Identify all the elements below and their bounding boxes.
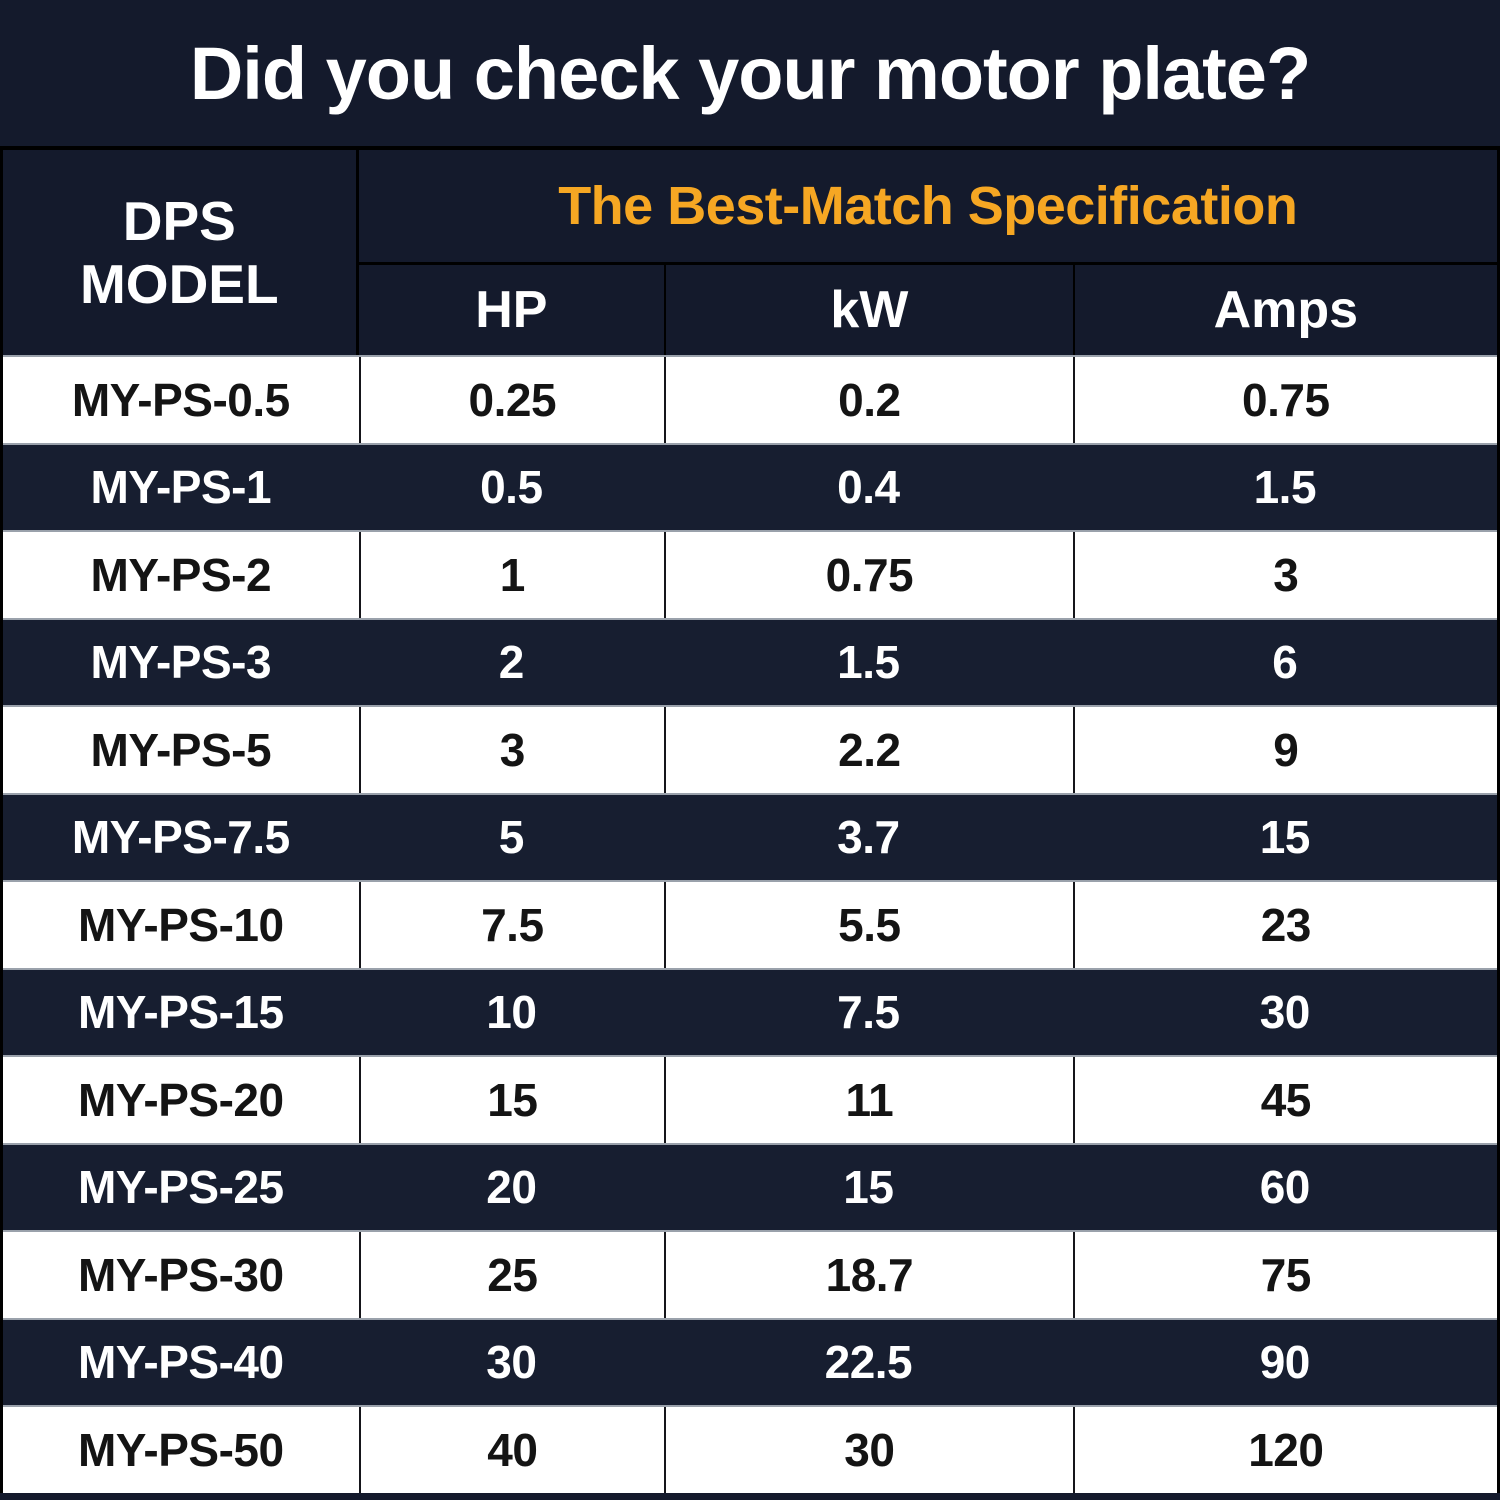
title-band: Did you check your motor plate? bbox=[0, 0, 1500, 150]
spec-value-cell: 3 bbox=[1072, 532, 1497, 618]
spec-value-cell: 1.5 bbox=[837, 636, 900, 689]
spec-value-cell: 0.4 bbox=[837, 461, 900, 514]
spec-value-cell: 22.5 bbox=[824, 1336, 913, 1389]
table-row: MY-PS-50 40 30 120 bbox=[3, 1405, 1497, 1493]
model-cell: MY-PS-10 bbox=[77, 898, 284, 951]
spec-value-cell: 45 bbox=[1072, 1057, 1497, 1143]
model-cell: MY-PS-3 bbox=[90, 636, 272, 689]
spec-value-cell: 75 bbox=[1072, 1232, 1497, 1318]
spec-value-cell: 30 bbox=[664, 1407, 1073, 1493]
column-header-amps: Amps bbox=[1072, 265, 1497, 355]
spec-value-cell: 7.5 bbox=[358, 882, 665, 968]
spec-value-cell: 40 bbox=[358, 1407, 665, 1493]
column-header-kw: kW bbox=[664, 265, 1073, 355]
model-cell: MY-PS-50 bbox=[77, 1423, 284, 1476]
spec-value-cell: 7.5 bbox=[837, 986, 900, 1039]
group-header-best-match-specification: The Best-Match Specification bbox=[358, 150, 1497, 265]
table-row: MY-PS-1 0.5 0.4 1.5 bbox=[3, 442, 1497, 530]
spec-value-cell: 30 bbox=[486, 1336, 537, 1389]
spec-value-cell: 0.25 bbox=[358, 357, 665, 443]
spec-value-cell: 2 bbox=[498, 636, 525, 689]
column-header-hp: HP bbox=[475, 281, 548, 339]
page-title: Did you check your motor plate? bbox=[189, 31, 1311, 115]
table-row: MY-PS-25 20 15 60 bbox=[3, 1142, 1497, 1230]
spec-value-cell: 10 bbox=[486, 986, 537, 1039]
table-row: MY-PS-0.5 0.25 0.2 0.75 bbox=[3, 355, 1497, 443]
spec-value-cell: 90 bbox=[1259, 1336, 1311, 1389]
spec-value-cell: 15 bbox=[843, 1161, 894, 1214]
model-cell: MY-PS-25 bbox=[77, 1161, 284, 1214]
model-cell: MY-PS-0.5 bbox=[71, 373, 290, 426]
model-cell: MY-PS-30 bbox=[77, 1248, 284, 1301]
table-row: MY-PS-10 7.5 5.5 23 bbox=[3, 880, 1497, 968]
table-row: MY-PS-5 3 2.2 9 bbox=[3, 705, 1497, 793]
spec-value-cell: 60 bbox=[1259, 1161, 1311, 1214]
model-cell: MY-PS-5 bbox=[90, 723, 272, 776]
spec-value-cell: 0.5 bbox=[480, 461, 543, 514]
table-row: MY-PS-15 10 7.5 30 bbox=[3, 967, 1497, 1055]
spec-value-cell: 9 bbox=[1072, 707, 1497, 793]
table-row: MY-PS-2 1 0.75 3 bbox=[3, 530, 1497, 618]
spec-value-cell: 5 bbox=[498, 811, 525, 864]
spec-value-cell: 2.2 bbox=[664, 707, 1073, 793]
spec-value-cell: 0.75 bbox=[664, 532, 1073, 618]
spec-value-cell: 0.2 bbox=[664, 357, 1073, 443]
spec-value-cell: 23 bbox=[1072, 882, 1497, 968]
table-row: MY-PS-30 25 18.7 75 bbox=[3, 1230, 1497, 1318]
model-header-line1: DPS bbox=[122, 189, 236, 252]
spec-value-cell: 120 bbox=[1072, 1407, 1497, 1493]
spec-value-cell: 18.7 bbox=[664, 1232, 1073, 1318]
model-cell: MY-PS-15 bbox=[77, 986, 284, 1039]
spec-value-cell: 30 bbox=[1259, 986, 1311, 1039]
spec-value-cell: 20 bbox=[486, 1161, 537, 1214]
spec-value-cell: 6 bbox=[1272, 636, 1298, 689]
model-cell: MY-PS-1 bbox=[90, 461, 272, 514]
spec-value-cell: 0.75 bbox=[1072, 357, 1497, 443]
table-row: MY-PS-3 2 1.5 6 bbox=[3, 617, 1497, 705]
spec-table: DPS MODEL The Best-Match Specification H… bbox=[0, 150, 1500, 1493]
spec-value-cell: 15 bbox=[358, 1057, 665, 1143]
table-row: MY-PS-20 15 11 45 bbox=[3, 1055, 1497, 1143]
spec-value-cell: 1 bbox=[358, 532, 665, 618]
model-header-line2: MODEL bbox=[79, 252, 279, 315]
table-row: MY-PS-7.5 5 3.7 15 bbox=[3, 792, 1497, 880]
table-row: MY-PS-40 30 22.5 90 bbox=[3, 1317, 1497, 1405]
spec-value-cell: 5.5 bbox=[664, 882, 1073, 968]
spec-value-cell: 11 bbox=[664, 1057, 1073, 1143]
column-header-dps-model: DPS MODEL bbox=[3, 150, 359, 355]
spec-value-cell: 25 bbox=[358, 1232, 665, 1318]
model-cell: MY-PS-20 bbox=[77, 1073, 284, 1126]
model-cell: MY-PS-2 bbox=[90, 548, 272, 601]
table-body: MY-PS-0.5 0.25 0.2 0.75 MY-PS-1 0.5 0.4 1.5 MY-P… bbox=[3, 355, 1497, 1493]
model-cell: MY-PS-7.5 bbox=[71, 811, 290, 864]
spec-value-cell: 3 bbox=[358, 707, 665, 793]
spec-value-cell: 3.7 bbox=[837, 811, 900, 864]
table-header: DPS MODEL The Best-Match Specification H… bbox=[3, 150, 1497, 355]
spec-value-cell: 15 bbox=[1259, 811, 1311, 864]
spec-value-cell: 1.5 bbox=[1253, 461, 1317, 514]
model-cell: MY-PS-40 bbox=[77, 1336, 284, 1389]
